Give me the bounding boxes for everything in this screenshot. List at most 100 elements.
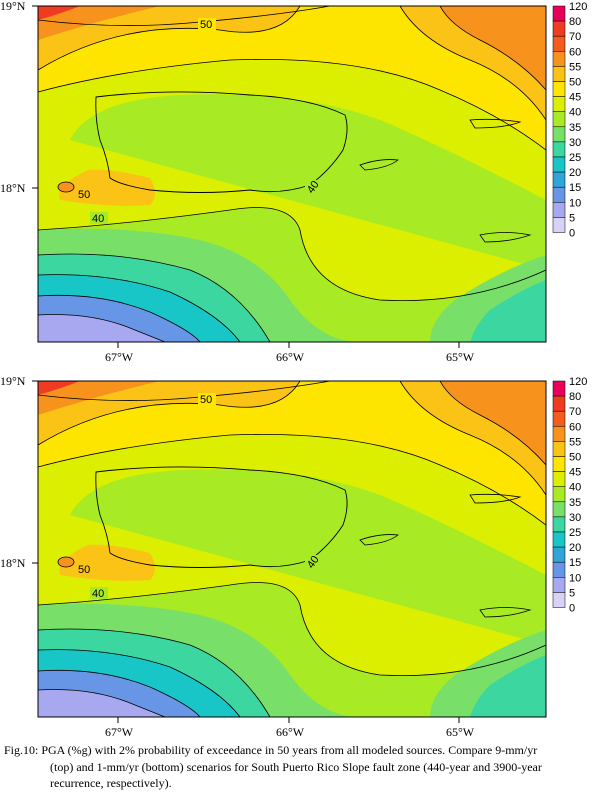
band-15: [38, 314, 165, 342]
contour-label: 50: [200, 394, 212, 406]
band-60-nw: [38, 6, 160, 40]
band-40-island: [210, 110, 360, 183]
colorbar-swatch: [552, 156, 566, 173]
colorbar-swatch: [552, 577, 566, 593]
colorbar-tick-label: 60: [569, 46, 581, 58]
colorbar-tick-label: 20: [569, 542, 581, 554]
lon-label-66w: 66°W: [276, 350, 305, 364]
colorbar-tick-label: 55: [569, 436, 581, 448]
caption-line-1: Fig.10: PGA (%g) with 2% probability of …: [4, 743, 538, 757]
lat-label-18n: 18°N: [0, 181, 26, 195]
colorbar-swatch: [552, 5, 566, 22]
colorbar-tick-label: 35: [569, 122, 581, 134]
colorbar-swatch: [552, 410, 566, 427]
vieques-coastline: [359, 159, 400, 171]
colorbar-tick-label: 50: [569, 77, 581, 89]
contour-line-15: [38, 314, 166, 342]
pga-map-bottom: 50 40 40 50 120 80 70 60 55 50 45 40 35 30 25 20 15 1…: [0, 374, 600, 750]
caption-line-2: (top) and 1-mm/yr (bottom) scenarios for…: [50, 759, 542, 774]
colorbar-tick-label: 30: [569, 137, 581, 149]
colorbar-tick-label: 45: [569, 92, 581, 104]
contour-label: 40: [305, 179, 322, 196]
colorbar-swatch: [552, 202, 566, 218]
caption-line-3: recurrence, respectively).: [50, 776, 172, 790]
lon-label-65w: 65°W: [446, 350, 475, 364]
colorbar-tick-label: 0: [569, 603, 575, 615]
colorbar-swatch: [552, 111, 566, 128]
lon-label-67w: 67°W: [105, 725, 134, 739]
band-30-se: [470, 280, 546, 342]
colorbar-swatch: [552, 501, 566, 518]
lon-label-67w: 67°W: [105, 350, 134, 364]
colorbar-swatch: [552, 141, 566, 158]
colorbar-swatch: [552, 66, 566, 82]
band-70-nw: [38, 6, 80, 20]
puerto-rico-coastline: [95, 91, 348, 193]
figure-caption: Fig.10: PGA (%g) with 2% probability of …: [4, 742, 596, 792]
map-frame-top: [37, 5, 547, 343]
contour-line-25: [38, 274, 241, 342]
contour-line-20: [38, 294, 201, 342]
colorbar-tick-label: 60: [569, 421, 581, 433]
colorbar-tick-label: 120: [569, 1, 587, 13]
colorbar-tick-label: 40: [569, 107, 581, 119]
colorbar-swatch: [552, 81, 566, 97]
contour-label: 40: [92, 213, 104, 225]
colorbar-tick-label: 5: [569, 212, 575, 224]
colorbar-swatch: [552, 486, 566, 503]
contour-line-40: [38, 207, 546, 302]
colorbar-swatch: [552, 35, 566, 52]
colorbar-swatch: [552, 592, 566, 608]
colorbar-tick-label: 10: [569, 572, 581, 584]
colorbar-swatch: [552, 471, 566, 487]
colorbar-tick-label: 25: [569, 527, 581, 539]
pga-contour-map-top: 50 40 40 50 1208070605550454035302520151…: [32, 1, 587, 348]
contour-label: 50: [78, 564, 90, 576]
colorbar-tick-label: 40: [569, 482, 581, 494]
contour-line-30: [38, 253, 271, 342]
colorbar-tick-label: 70: [569, 31, 581, 43]
pga-map-top: 50 40 40 50 120 80 70 60 55 50 45 40 35 30 25 20 15 1…: [0, 0, 600, 375]
band-55-nw: [38, 6, 300, 70]
colorbar-swatch: [552, 171, 566, 188]
colorbar-swatch: [552, 217, 566, 233]
colorbar-tick-label: 45: [569, 467, 581, 479]
st-thomas-coastline: [469, 118, 522, 129]
colorbar-tick-label: 35: [569, 497, 581, 509]
band-60-ne: [440, 6, 546, 90]
colorbar-tick-label: 0: [569, 228, 575, 240]
band-60-sw: [57, 181, 75, 193]
colorbar-swatch: [552, 380, 566, 397]
contour-label: 40: [305, 554, 322, 571]
colorbar-tick-label: 15: [569, 557, 581, 569]
contour-line-50: [38, 58, 546, 151]
colorbar-swatch: [552, 20, 566, 37]
colorbar-swatch: [552, 441, 566, 457]
colorbar-tick-label: 55: [569, 61, 581, 73]
colorbar-swatch: [552, 561, 566, 578]
colorbar-swatch: [552, 96, 566, 112]
colorbar-swatch: [552, 456, 566, 472]
contour-label-group-bottom: 50 40 40 50: [76, 393, 322, 600]
contour-label: 50: [200, 19, 212, 31]
colorbar-swatch: [552, 51, 566, 67]
colorbar-tick-label: 10: [569, 197, 581, 209]
colorbar-swatch: [552, 126, 566, 143]
colorbar-swatch: [552, 546, 566, 563]
puerto-rico-coastline: [95, 466, 348, 568]
colorbar-tick-label: 70: [569, 406, 581, 418]
colorbar-swatch: [552, 531, 566, 548]
lon-label-66w: 66°W: [276, 725, 305, 739]
lat-label-19n: 19°N: [0, 374, 26, 388]
colorbar-tick-label: 50: [569, 452, 581, 464]
contour-label: 50: [78, 189, 90, 201]
contour-label: 40: [92, 588, 104, 600]
contour-line-60-ne: [439, 6, 546, 91]
contour-label-group-top: 50 40 40 50: [76, 18, 322, 225]
colorbar-tick-label: 15: [569, 182, 581, 194]
colorbar-tick-label: 80: [569, 16, 581, 28]
colorbar-swatch: [552, 516, 566, 533]
lon-label-65w: 65°W: [446, 725, 475, 739]
